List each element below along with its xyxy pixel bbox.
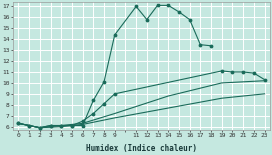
X-axis label: Humidex (Indice chaleur): Humidex (Indice chaleur) <box>86 144 197 153</box>
